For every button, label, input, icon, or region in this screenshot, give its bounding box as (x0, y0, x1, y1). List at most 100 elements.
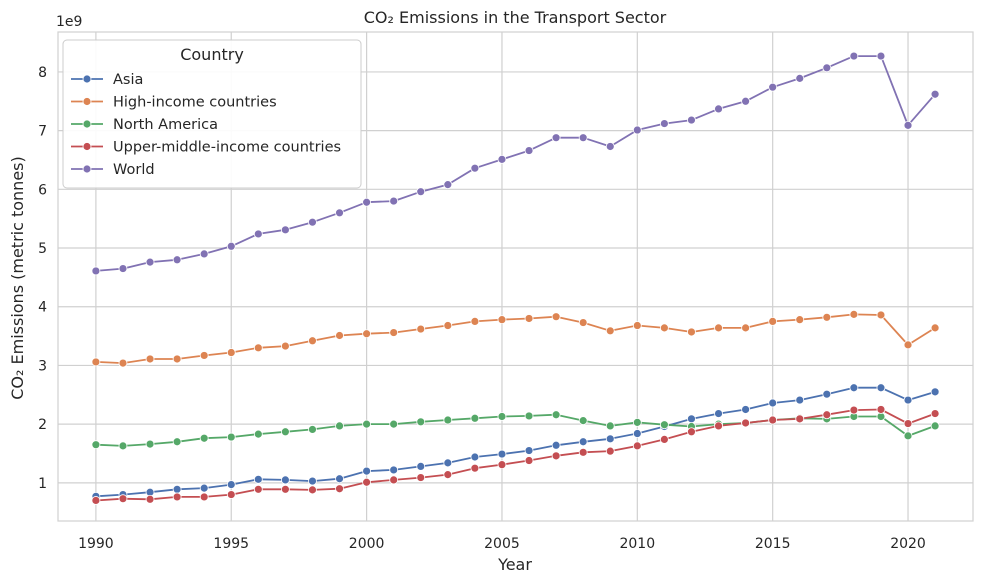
data-point-high-income-countries (930, 323, 940, 333)
data-point-world (443, 180, 453, 190)
legend-label: World (113, 162, 155, 178)
data-point-north-america (632, 417, 642, 427)
data-point-high-income-countries (551, 312, 561, 322)
legend-items: Asia High-income countries North America Up… (71, 72, 341, 178)
legend-marker-swatch (82, 74, 92, 84)
data-point-world (416, 187, 426, 197)
y-tick-label: 3 (38, 358, 47, 374)
data-point-upper-middle-income-countries (578, 447, 588, 457)
data-point-asia (497, 449, 507, 459)
data-point-north-america (362, 419, 372, 429)
legend: Country Asia High-income countries North A… (62, 39, 362, 189)
data-point-north-america (199, 433, 209, 443)
legend-item-asia: Asia (71, 72, 143, 88)
data-point-high-income-countries (849, 309, 859, 319)
legend-label: North America (113, 117, 218, 133)
y-tick-label: 6 (38, 182, 47, 198)
legend-item-upper-middle-income-countries: Upper-middle-income countries (71, 140, 341, 156)
data-point-world (822, 63, 832, 73)
data-point-high-income-countries (632, 321, 642, 330)
grid-lines (58, 32, 973, 521)
data-point-north-america (335, 421, 344, 431)
data-point-upper-middle-income-countries (280, 484, 290, 494)
data-point-upper-middle-income-countries (362, 477, 372, 487)
data-point-asia (632, 429, 642, 438)
data-point-world (687, 115, 696, 125)
data-point-world (145, 257, 155, 267)
x-tick-label: 2020 (890, 536, 926, 552)
data-point-high-income-countries (687, 327, 696, 337)
data-point-upper-middle-income-countries (416, 473, 426, 482)
data-point-asia (280, 475, 290, 485)
data-point-upper-middle-income-countries (497, 460, 507, 470)
data-point-world (768, 82, 778, 92)
legend-item-high-income-countries: High-income countries (71, 95, 277, 111)
data-point-asia (714, 409, 723, 418)
data-point-high-income-countries (524, 314, 534, 323)
data-point-high-income-countries (903, 340, 913, 350)
data-point-upper-middle-income-countries (768, 415, 778, 425)
data-point-asia (930, 387, 940, 397)
data-point-world (849, 51, 859, 61)
data-point-world (795, 73, 805, 83)
data-point-world (497, 154, 507, 164)
data-point-world (280, 225, 290, 235)
legend-marker-swatch (82, 164, 92, 174)
data-point-upper-middle-income-countries (335, 484, 344, 494)
data-point-world (632, 125, 642, 135)
data-point-north-america (118, 441, 128, 451)
data-point-world (470, 163, 480, 173)
data-point-asia (551, 440, 561, 450)
data-point-upper-middle-income-countries (118, 494, 128, 504)
data-point-asia (795, 395, 805, 405)
data-point-asia (308, 476, 317, 486)
x-tick-label: 2015 (755, 536, 791, 552)
data-point-upper-middle-income-countries (659, 435, 669, 444)
legend-marker-swatch (82, 119, 92, 129)
data-point-upper-middle-income-countries (822, 410, 832, 420)
data-point-high-income-countries (389, 328, 399, 337)
data-point-north-america (551, 410, 561, 420)
data-point-north-america (308, 425, 317, 434)
data-point-upper-middle-income-countries (91, 496, 101, 505)
data-point-north-america (903, 431, 913, 441)
data-point-world (253, 229, 263, 239)
data-point-world (714, 104, 723, 114)
data-point-north-america (389, 419, 399, 429)
data-point-asia (687, 414, 696, 424)
data-point-upper-middle-income-countries (551, 451, 561, 461)
data-point-upper-middle-income-countries (714, 421, 723, 431)
data-point-upper-middle-income-countries (226, 490, 236, 499)
data-point-asia (822, 389, 832, 399)
data-point-upper-middle-income-countries (687, 427, 696, 437)
data-point-high-income-countries (659, 323, 669, 333)
y-tick-label: 8 (38, 65, 47, 81)
data-point-asia (524, 446, 534, 455)
series-lines (95, 55, 936, 502)
series-line-upper-middle-income-countries (95, 408, 936, 502)
data-point-asia (768, 398, 778, 408)
x-tick-label: 1990 (78, 536, 114, 552)
data-point-upper-middle-income-countries (632, 441, 642, 451)
data-point-high-income-countries (145, 354, 155, 364)
data-point-high-income-countries (768, 317, 778, 326)
data-point-upper-middle-income-countries (876, 405, 886, 414)
data-point-high-income-countries (280, 341, 290, 351)
data-point-upper-middle-income-countries (849, 405, 859, 415)
data-point-high-income-countries (91, 357, 101, 367)
data-point-upper-middle-income-countries (145, 494, 155, 504)
data-point-high-income-countries (578, 318, 588, 327)
data-point-high-income-countries (822, 312, 832, 322)
data-point-upper-middle-income-countries (172, 492, 182, 502)
data-point-asia (605, 434, 615, 444)
y-tick-label: 1 (38, 476, 47, 492)
data-point-north-america (172, 437, 182, 447)
data-point-high-income-countries (335, 331, 344, 340)
x-axis-ticks: 1990 1995 2000 2005 2010 2015 2020 (78, 536, 926, 552)
data-point-asia (741, 405, 751, 414)
legend-box (62, 39, 362, 189)
data-point-asia (389, 465, 399, 475)
data-point-asia (903, 395, 913, 405)
data-point-asia (362, 466, 372, 476)
data-point-world (524, 146, 534, 155)
